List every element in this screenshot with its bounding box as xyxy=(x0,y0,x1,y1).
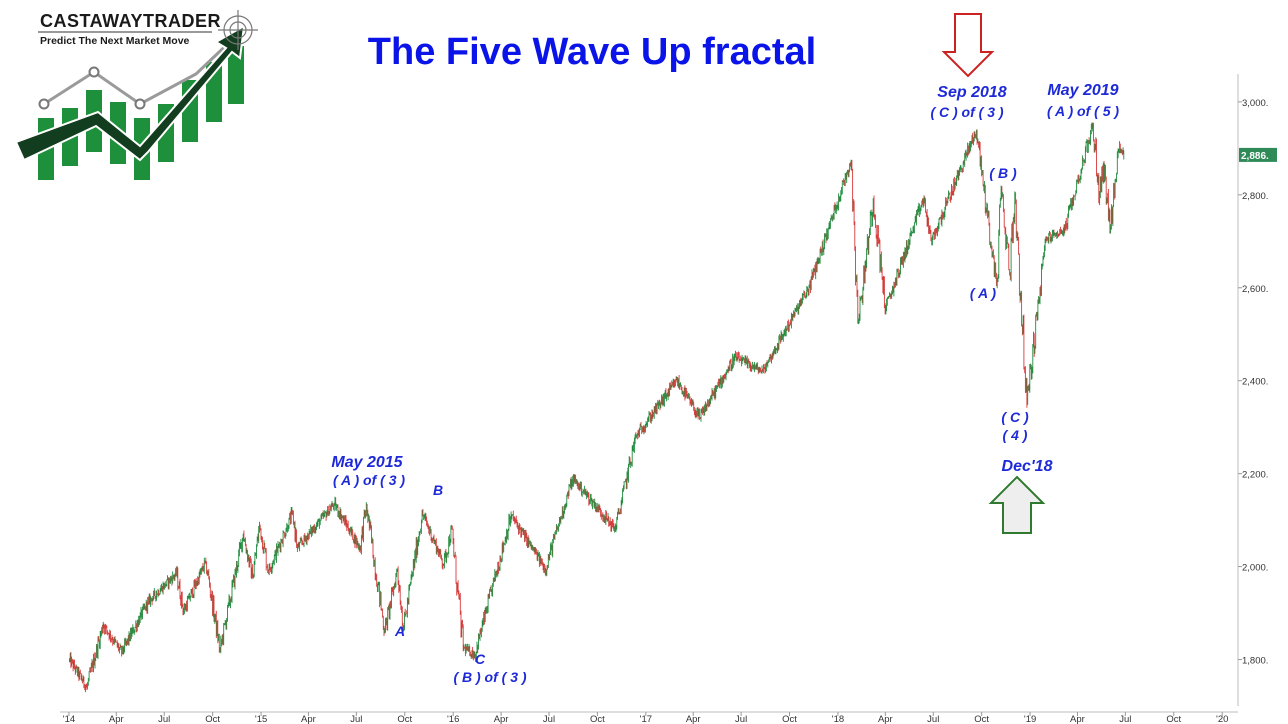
x-tick-label: Jul xyxy=(735,714,747,724)
x-tick-label: Jul xyxy=(1119,714,1131,724)
x-tick-label: '18 xyxy=(832,714,844,724)
x-tick-label: '20 xyxy=(1216,714,1228,724)
x-tick-label: Oct xyxy=(590,714,605,724)
annotation-a-of-3: ( A ) of ( 3 ) xyxy=(333,472,405,488)
x-tick-label: Oct xyxy=(397,714,412,724)
last-price-tag: 2,886. xyxy=(1239,147,1277,162)
x-tick-label: '19 xyxy=(1024,714,1036,724)
x-tick-label: Oct xyxy=(782,714,797,724)
annotation-may-2019: May 2019 xyxy=(1047,82,1118,99)
y-tick-label: 2,200. xyxy=(1242,470,1268,481)
x-tick-label: '15 xyxy=(255,714,267,724)
up-arrow-icon xyxy=(988,475,1046,534)
x-tick-label: Apr xyxy=(1070,714,1085,724)
last-price-tag-background xyxy=(1239,147,1277,162)
x-tick-label: '16 xyxy=(447,714,459,724)
x-tick-label: '17 xyxy=(640,714,652,724)
x-tick-label: Jul xyxy=(350,714,362,724)
x-tick-label: Apr xyxy=(686,714,701,724)
y-axis-ticks: 1,800. 2,000. 2,200. 2,400. 2,600. 2,800. 3,00… xyxy=(1238,98,1268,667)
y-tick-label: 2,800. xyxy=(1242,191,1268,202)
y-tick-label: 2,600. xyxy=(1242,284,1268,295)
annotation-wave-paren-a: ( A ) xyxy=(970,285,997,301)
annotation-wave-paren-b: ( B ) xyxy=(989,165,1017,181)
x-tick-label: Oct xyxy=(1166,714,1181,724)
y-tick-label: 2,400. xyxy=(1242,377,1268,388)
annotation-wave-b: B xyxy=(433,482,443,498)
x-axis-ticks: '14 Apr Jul Oct '15 Apr Jul Oct '16 Apr Jul Oct '17 A… xyxy=(63,712,1228,724)
x-tick-label: Oct xyxy=(205,714,220,724)
castawaytrader-logo: CASTAWAYTRADER Predict The Next Market M… xyxy=(14,10,258,180)
annotation-sep-2018: Sep 2018 xyxy=(937,84,1006,101)
x-tick-label: '14 xyxy=(63,714,75,724)
chart-title: The Five Wave Up fractal xyxy=(368,31,816,73)
down-arrow-icon xyxy=(941,13,995,78)
x-tick-label: Apr xyxy=(301,714,316,724)
logo-name: CASTAWAYTRADER xyxy=(40,11,221,31)
annotation-a-of-5: ( A ) of ( 5 ) xyxy=(1047,103,1119,119)
price-bars xyxy=(69,122,1125,693)
annotation-dec-18: Dec'18 xyxy=(1002,458,1053,475)
x-tick-label: Oct xyxy=(974,714,989,724)
wave-annotations: May 2015 ( A ) of ( 3 ) A B C ( B ) of (… xyxy=(331,82,1119,685)
annotation-b-of-3: ( B ) of ( 3 ) xyxy=(453,669,526,685)
x-tick-label: Apr xyxy=(878,714,893,724)
x-tick-label: Jul xyxy=(158,714,170,724)
annotation-wave-4: ( 4 ) xyxy=(1003,427,1028,443)
x-tick-label: Jul xyxy=(543,714,555,724)
crosshair-icon xyxy=(218,10,258,50)
y-tick-label: 2,000. xyxy=(1242,563,1268,574)
last-price-tag-label: 2,886. xyxy=(1241,151,1269,162)
y-tick-label: 1,800. xyxy=(1242,656,1268,667)
logo-arrow-icon xyxy=(14,24,246,162)
annotation-may-2015: May 2015 xyxy=(331,454,403,471)
y-tick-label: 3,000. xyxy=(1242,98,1268,109)
annotation-wave-c: C xyxy=(475,651,486,667)
x-tick-label: Apr xyxy=(494,714,509,724)
x-tick-label: Jul xyxy=(927,714,939,724)
annotation-wave-a: A xyxy=(394,623,405,639)
annotation-wave-paren-c: ( C ) xyxy=(1001,409,1029,425)
x-tick-label: Apr xyxy=(109,714,124,724)
logo-dots-icon xyxy=(38,66,146,110)
annotation-c-of-3: ( C ) of ( 3 ) xyxy=(930,104,1003,120)
logo-tagline: Predict The Next Market Move xyxy=(40,35,190,47)
